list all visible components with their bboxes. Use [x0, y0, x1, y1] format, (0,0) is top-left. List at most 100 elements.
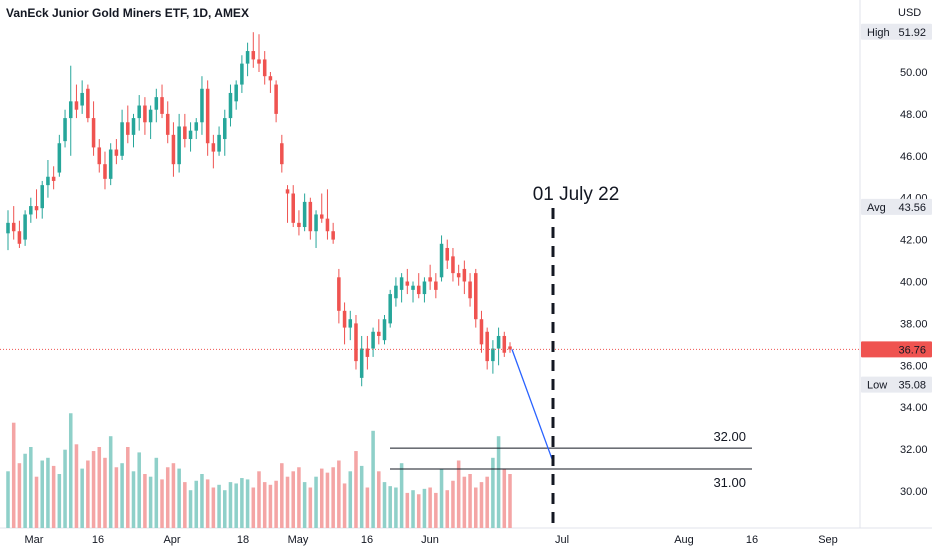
level-label-31: 31.00	[713, 475, 746, 490]
candle-body	[342, 310, 347, 328]
volume-bar	[342, 483, 347, 528]
volume-bar	[154, 457, 159, 528]
volume-bar	[439, 468, 444, 528]
candle-body	[194, 122, 199, 131]
volume-bar	[23, 453, 27, 528]
volume-bar	[188, 490, 193, 528]
volume-bar	[359, 465, 364, 528]
x-tick-label: Apr	[163, 534, 180, 546]
volume-bar	[171, 463, 176, 528]
x-tick-label: Jun	[421, 534, 439, 546]
candle-body	[462, 268, 467, 282]
volume-bar	[120, 463, 124, 528]
volume-bar	[411, 490, 415, 528]
volume-bar	[377, 471, 381, 528]
volume-bar	[148, 476, 153, 528]
candle-body	[177, 126, 181, 165]
volume-bar	[143, 474, 147, 528]
candle-body	[496, 335, 501, 349]
volume-bar	[68, 413, 73, 528]
y-tick-label: 36.00	[900, 360, 928, 372]
candle-body	[34, 206, 39, 211]
projection-line	[511, 349, 554, 462]
volume-bar	[177, 468, 181, 528]
candle-body	[394, 285, 398, 299]
volume-bar	[331, 467, 335, 528]
candle-body	[91, 118, 96, 148]
candle-body	[285, 189, 290, 194]
volume-bar	[422, 488, 427, 528]
volume-bar	[388, 486, 392, 528]
candle-body	[63, 118, 67, 142]
volume-bar	[462, 476, 467, 528]
volume-bar	[285, 476, 290, 528]
volume-bar	[485, 476, 489, 528]
volume-bar	[126, 447, 130, 528]
last-price-value: 36.76	[898, 344, 926, 356]
volume-bar	[268, 484, 273, 528]
currency-label: USD	[898, 7, 921, 19]
volume-bar	[29, 447, 33, 528]
volume-bar	[280, 463, 284, 528]
candle-body	[86, 88, 90, 119]
y-tick-label: 42.00	[900, 235, 928, 247]
x-tick-label: 16	[361, 534, 373, 546]
avg-badge	[861, 198, 932, 215]
volume-bar	[394, 487, 398, 528]
volume-bar	[223, 490, 227, 528]
candle-body	[474, 273, 478, 320]
candle-body	[308, 201, 313, 232]
volume-bar	[200, 474, 204, 528]
date-annotation: 01 July 22	[533, 184, 620, 205]
candle-body	[485, 331, 489, 362]
volume-bar	[428, 487, 432, 528]
candle-body	[23, 214, 27, 240]
candle-body	[131, 118, 136, 135]
candle-body	[40, 185, 44, 209]
candle-body	[160, 97, 164, 114]
volume-bar	[451, 480, 455, 528]
candle-body	[382, 319, 387, 341]
candle-body	[280, 143, 284, 165]
candle-body	[251, 51, 256, 60]
volume-bar	[80, 468, 84, 528]
candle-body	[422, 281, 427, 295]
low-label: Low	[867, 380, 887, 392]
volume-bar	[434, 492, 438, 528]
volume-bar	[63, 449, 67, 528]
volume-bar	[40, 460, 44, 528]
candle-body	[365, 348, 370, 357]
candle-body	[240, 63, 244, 85]
candle-body	[57, 143, 62, 173]
candle-body	[80, 92, 84, 106]
candle-body	[274, 84, 278, 114]
x-tick-label: May	[288, 534, 309, 546]
volume-bar	[474, 487, 478, 528]
x-tick-label: Jul	[555, 534, 569, 546]
volume-bar	[74, 444, 79, 528]
candle-body	[114, 149, 119, 156]
candle-body	[228, 92, 233, 119]
candle-body	[234, 84, 238, 102]
volume-bar	[262, 482, 267, 528]
x-tick-label: 16	[92, 534, 104, 546]
volume-bar	[34, 476, 39, 528]
candle-body	[348, 319, 353, 328]
candle-body	[245, 51, 250, 64]
candle-body	[126, 122, 130, 135]
candle-body	[445, 247, 450, 261]
candle-body	[451, 256, 455, 274]
candle-body	[68, 101, 73, 119]
candle-body	[200, 88, 204, 123]
volume-bar	[502, 468, 507, 528]
volume-bar	[240, 478, 244, 528]
y-tick-label: 34.00	[900, 402, 928, 414]
candle-body	[51, 176, 56, 181]
volume-bar	[165, 467, 170, 528]
volume-bar	[371, 430, 375, 528]
x-tick-label: Mar	[25, 534, 44, 546]
high-badge	[861, 23, 932, 40]
volume-bar	[382, 482, 387, 528]
candle-body	[188, 130, 193, 140]
